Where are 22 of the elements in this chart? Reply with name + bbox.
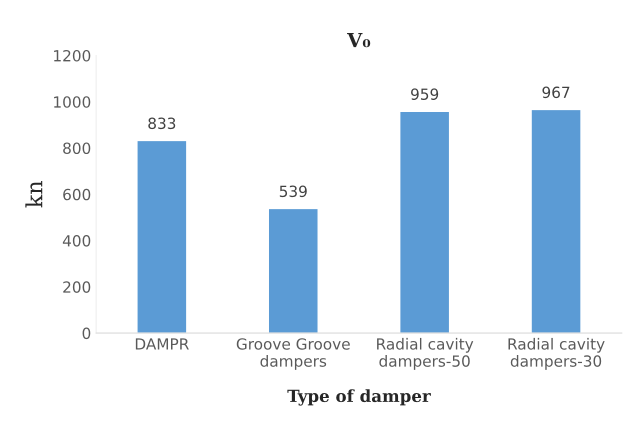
- x-tick-label: DAMPR: [136, 338, 189, 350]
- chart-title: V₀: [347, 33, 370, 48]
- y-tick-label: 800: [63, 142, 90, 154]
- bar: [268, 208, 319, 334]
- x-axis-title: Type of damper: [287, 389, 431, 406]
- data-label: 967: [542, 86, 570, 98]
- data-label: 833: [148, 118, 176, 130]
- y-axis-title: kn: [25, 181, 42, 208]
- y-tick-label: 200: [63, 281, 90, 293]
- y-tick-label: 0: [82, 328, 90, 340]
- bar: [136, 140, 188, 334]
- y-tick-label: 600: [63, 188, 90, 200]
- x-tick-label: Radial cavity dampers-50: [377, 338, 474, 370]
- y-tick-label: 1000: [54, 96, 90, 108]
- y-tick-label: 1200: [54, 50, 90, 62]
- bar: [399, 110, 450, 334]
- data-label: 539: [280, 186, 307, 198]
- bar: [530, 108, 582, 334]
- y-tick-label: 400: [62, 235, 90, 247]
- data-label: 959: [411, 88, 438, 100]
- x-tick-label: Groove Groove dampers: [236, 338, 350, 370]
- x-tick-label: Radial cavity dampers-30: [508, 338, 605, 370]
